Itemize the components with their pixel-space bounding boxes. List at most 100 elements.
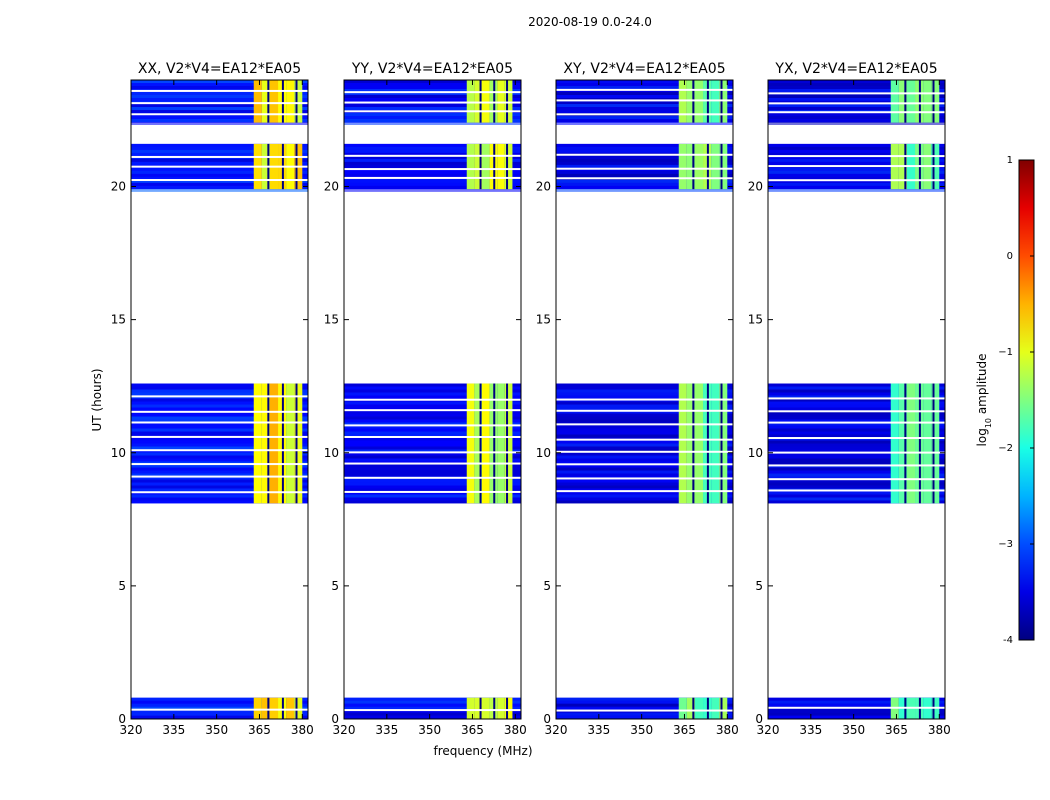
noise-row bbox=[344, 188, 521, 192]
noise-row bbox=[768, 449, 945, 453]
colorbar-tick-label: 1 bbox=[1007, 155, 1013, 166]
noise-row bbox=[556, 170, 733, 174]
noise-row bbox=[556, 461, 733, 465]
noise-row bbox=[344, 182, 521, 186]
colorbar-tick-label: -4 bbox=[1003, 635, 1013, 646]
noise-row bbox=[131, 152, 308, 156]
panel-title: XY, V2*V4=EA12*EA05 bbox=[563, 61, 725, 77]
band-column bbox=[466, 697, 475, 719]
noise-row bbox=[344, 431, 521, 435]
noise-row bbox=[556, 395, 733, 399]
noise-row bbox=[344, 413, 521, 417]
band-column bbox=[261, 80, 270, 123]
noise-row bbox=[344, 709, 521, 713]
flag-line bbox=[131, 165, 308, 168]
band-column bbox=[481, 697, 490, 719]
noise-row bbox=[556, 434, 733, 438]
noise-row bbox=[768, 116, 945, 119]
band-column bbox=[294, 80, 303, 123]
noise-row bbox=[344, 161, 521, 165]
flag-line bbox=[556, 88, 733, 91]
noise-row bbox=[344, 185, 521, 189]
noise-row bbox=[556, 700, 733, 704]
band-gap bbox=[493, 143, 496, 190]
noise-row bbox=[131, 461, 308, 465]
flag-line bbox=[131, 708, 308, 711]
noise-row bbox=[131, 440, 308, 444]
band-gap bbox=[692, 383, 695, 504]
noise-row bbox=[344, 425, 521, 429]
noise-row bbox=[131, 383, 308, 387]
noise-row bbox=[131, 488, 308, 492]
x-tick-label: 320 bbox=[333, 723, 356, 737]
noise-row bbox=[344, 395, 521, 399]
noise-row bbox=[131, 413, 308, 417]
band-column bbox=[898, 80, 907, 123]
noise-row bbox=[344, 83, 521, 86]
noise-row bbox=[768, 170, 945, 174]
noise-row bbox=[768, 482, 945, 486]
noise-row bbox=[131, 143, 308, 147]
flag-line bbox=[768, 451, 945, 454]
flag-line bbox=[768, 706, 945, 709]
heatmap-image bbox=[131, 80, 308, 719]
flag-line bbox=[344, 168, 521, 171]
band-column bbox=[474, 697, 482, 719]
band-column bbox=[269, 80, 279, 123]
noise-row bbox=[768, 458, 945, 462]
band-column bbox=[898, 383, 907, 504]
noise-row bbox=[556, 446, 733, 450]
x-tick-label: 350 bbox=[630, 723, 653, 737]
noise-row bbox=[131, 437, 308, 441]
noise-row bbox=[556, 188, 733, 192]
flag-line bbox=[344, 490, 521, 493]
band-column bbox=[294, 383, 303, 504]
noise-row bbox=[131, 455, 308, 459]
flag-line bbox=[768, 421, 945, 424]
band-column bbox=[678, 697, 687, 719]
band-gap bbox=[706, 143, 709, 190]
colorbar-tick-label: −3 bbox=[998, 539, 1013, 550]
flag-line bbox=[556, 398, 733, 401]
noise-row bbox=[131, 485, 308, 489]
noise-row bbox=[131, 479, 308, 483]
flag-line bbox=[556, 153, 733, 156]
noise-row bbox=[768, 383, 945, 387]
noise-row bbox=[768, 152, 945, 156]
flag-line bbox=[344, 435, 521, 438]
noise-row bbox=[556, 83, 733, 86]
noise-row bbox=[556, 119, 733, 122]
noise-row bbox=[131, 700, 308, 704]
flag-line bbox=[131, 410, 308, 413]
flag-line bbox=[556, 450, 733, 453]
noise-row bbox=[768, 173, 945, 177]
noise-row bbox=[768, 95, 945, 98]
noise-row bbox=[768, 182, 945, 186]
flag-line bbox=[131, 491, 308, 494]
noise-row bbox=[768, 715, 945, 719]
noise-row bbox=[131, 407, 308, 411]
band-gap bbox=[720, 383, 723, 504]
noise-row bbox=[344, 706, 521, 710]
noise-row bbox=[344, 80, 521, 83]
band-column bbox=[504, 697, 513, 719]
noise-row bbox=[131, 158, 308, 162]
noise-row bbox=[556, 455, 733, 459]
flag-line bbox=[131, 89, 308, 92]
colorbar-label: log10 amplitude bbox=[975, 354, 993, 447]
noise-row bbox=[768, 83, 945, 86]
noise-row bbox=[768, 413, 945, 417]
flag-line bbox=[131, 449, 308, 452]
flag-line bbox=[768, 437, 945, 440]
noise-row bbox=[768, 188, 945, 192]
noise-row bbox=[344, 715, 521, 719]
y-tick-label: 15 bbox=[536, 313, 551, 327]
noise-row bbox=[768, 155, 945, 159]
noise-row bbox=[768, 479, 945, 483]
flag-line bbox=[344, 101, 521, 104]
x-tick-label: 365 bbox=[673, 723, 696, 737]
noise-row bbox=[344, 482, 521, 486]
noise-row bbox=[131, 167, 308, 171]
band-column bbox=[294, 697, 303, 719]
noise-row bbox=[344, 491, 521, 495]
